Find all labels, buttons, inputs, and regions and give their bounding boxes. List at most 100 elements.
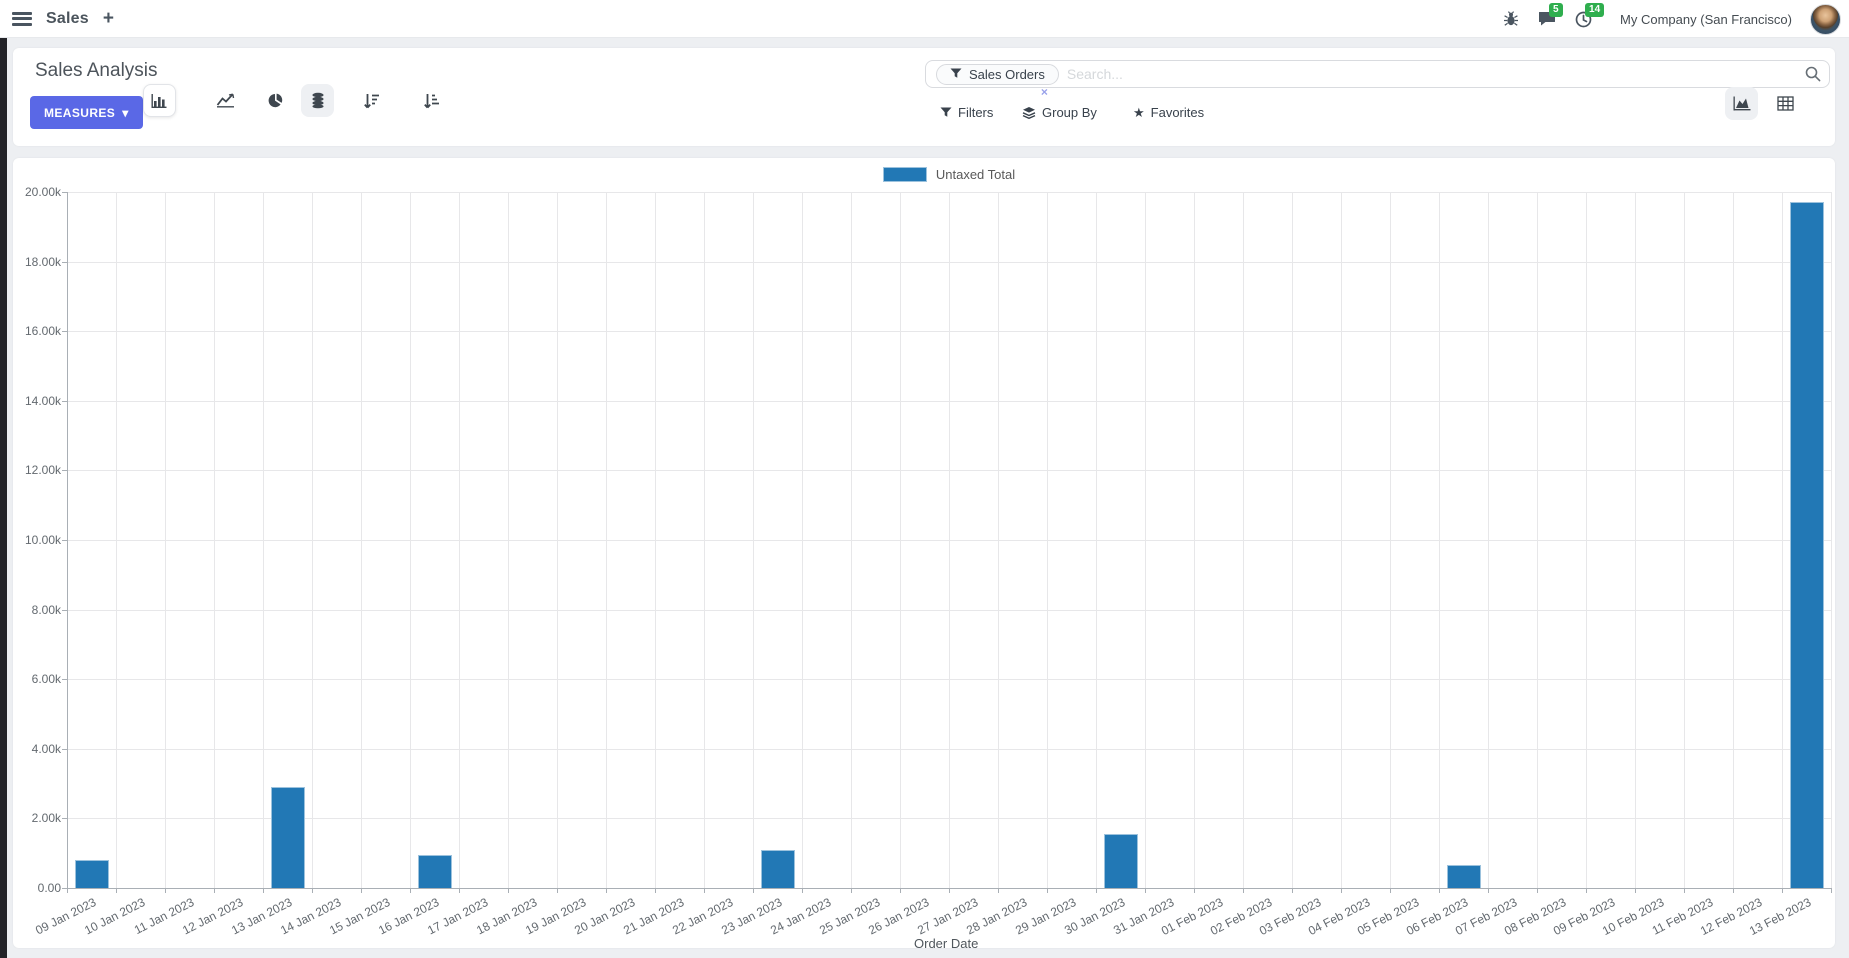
pivot-view-switcher[interactable] [1769,87,1802,120]
sort-ascending-button[interactable] [415,84,448,117]
x-tickmark [998,888,999,893]
search-icon[interactable] [1805,66,1821,82]
y-axis-tick-label: 6.00k [31,672,61,687]
activities-systray[interactable]: 14 [1570,3,1605,32]
v-gridline [1341,192,1342,888]
line-chart-view-button[interactable] [209,84,242,117]
v-gridline [67,192,68,888]
measures-button[interactable]: MEASURES ▾ [30,96,143,129]
x-tickmark [1439,888,1440,893]
favorites-label: Favorites [1150,105,1205,120]
filter-funnel-icon [950,68,962,78]
legend-swatch [882,167,927,182]
y-tickmark [62,888,67,889]
favorites-button[interactable]: ★ Favorites [1133,105,1204,120]
facet-remove-icon[interactable]: × [1040,84,1048,99]
facet-label: Sales Orders [969,66,1045,82]
search-bar[interactable]: Sales Orders × [925,60,1830,98]
v-gridline [1782,192,1783,888]
bar-chart-view-button[interactable] [143,84,176,117]
group-by-button[interactable]: Group By [1022,105,1097,120]
bar-13-Jan-2023 [270,787,305,888]
sort-desc-icon [364,93,379,108]
area-chart-icon [1733,96,1750,111]
y-axis-tick-label: 4.00k [31,741,61,756]
database-stack-icon [311,92,324,109]
x-tickmark [655,888,656,893]
x-tickmark [1684,888,1685,893]
filters-button[interactable]: Filters [940,105,993,120]
v-gridline [900,192,901,888]
y-axis-tick-label: 16.00k [24,324,61,339]
x-tickmark [1537,888,1538,893]
v-gridline [1488,192,1489,888]
y-tickmark [62,331,67,333]
x-tickmark [165,888,166,893]
clock-icon [1575,11,1591,27]
x-tickmark [1292,888,1293,893]
chart-legend[interactable]: Untaxed Total [67,167,1831,182]
messages-systray[interactable]: 5 [1534,3,1563,32]
bar-30-Jan-2023 [1103,834,1138,888]
v-gridline [1439,192,1440,888]
x-tickmark [1733,888,1734,893]
star-icon: ★ [1133,105,1145,120]
x-tickmark [900,888,901,893]
v-gridline [1047,192,1048,888]
x-tickmark [606,888,607,893]
y-tickmark [62,609,67,611]
layers-icon [1022,106,1036,119]
y-tickmark [62,540,67,541]
v-gridline [655,192,656,888]
x-tickmark [1782,888,1783,893]
x-tickmark [410,888,411,893]
plus-tab-icon[interactable]: + [102,8,114,29]
debug-bug-icon[interactable] [1498,6,1524,32]
search-facet-sales-orders[interactable]: Sales Orders × [936,63,1059,98]
measures-label: MEASURES [44,105,116,120]
v-gridline [802,192,803,888]
y-axis-tick-label: 8.00k [31,602,61,617]
bar-23-Jan-2023 [760,850,795,888]
user-avatar[interactable] [1810,3,1841,35]
v-gridline [998,192,999,888]
v-gridline [165,192,166,888]
x-tickmark [557,888,558,893]
control-panel: Sales Analysis MEASURES ▾ [13,48,1835,146]
stacked-toggle-button[interactable] [301,84,334,117]
x-tickmark [508,888,509,893]
v-gridline [1292,192,1293,888]
app-name[interactable]: Sales [46,9,89,27]
graph-view: Untaxed Total 0.00 2.00k 4.00k 6.00k 8.00k 10… [13,158,1835,951]
sort-descending-button[interactable] [355,84,388,117]
graph-view-switcher[interactable] [1725,87,1758,120]
v-gridline [1537,192,1538,888]
v-gridline [1733,192,1734,888]
x-tickmark [1586,888,1587,893]
x-tickmark [1341,888,1342,893]
x-tickmark [1047,888,1048,893]
bar-chart-plot: 0.00 2.00k 4.00k 6.00k 8.00k 10.00k 12.00k 14.0… [13,158,1835,951]
x-tickmark [802,888,803,893]
v-gridline [851,192,852,888]
x-tickmark [1831,888,1832,893]
v-gridline [1831,192,1832,888]
bar-chart-icon [151,93,166,108]
pivot-table-icon [1777,96,1794,111]
activities-count-badge: 14 [1585,3,1605,17]
company-switcher[interactable]: My Company (San Francisco) [1620,11,1792,27]
y-axis-tick-label: 0.00 [37,881,61,895]
v-gridline [1390,192,1391,888]
x-tickmark [949,888,950,893]
search-input[interactable] [1058,66,1805,82]
y-axis-tick-label: 10.00k [24,533,61,547]
y-tickmark [62,192,67,193]
v-gridline [263,192,264,888]
v-gridline [116,192,117,888]
apps-menu-icon[interactable] [12,11,32,26]
x-tickmark [459,888,460,893]
v-gridline [1243,192,1244,888]
x-tickmark [116,888,117,893]
v-gridline [557,192,558,888]
pie-chart-view-button[interactable] [259,84,292,117]
